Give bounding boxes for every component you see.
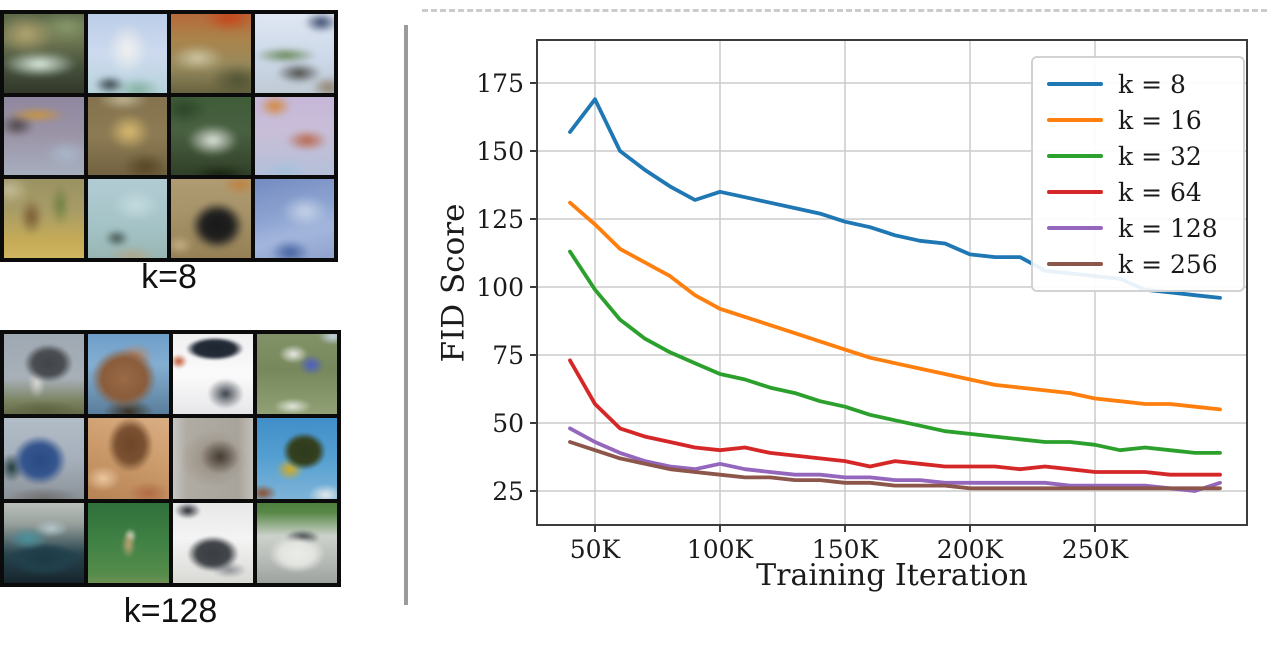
legend-line-swatch	[1047, 82, 1103, 86]
sample-image-cell	[88, 334, 169, 415]
sample-image-cell	[88, 418, 169, 499]
top-dashed-border	[422, 9, 1267, 12]
legend-entry: k = 256	[1033, 246, 1243, 282]
legend-line-swatch	[1047, 154, 1103, 158]
sample-image-cell	[4, 96, 84, 176]
sample-image-cell	[4, 14, 84, 93]
sample-image-cell	[172, 502, 253, 583]
sample-image	[171, 96, 251, 176]
sample-image	[87, 179, 167, 258]
sample-image	[4, 502, 85, 583]
grid-k8-caption: k=8	[141, 258, 197, 296]
y-tick-label: 125	[476, 205, 524, 234]
sample-image	[254, 96, 334, 176]
legend-label: k = 64	[1118, 177, 1202, 207]
sample-image	[172, 502, 253, 583]
sample-image-cell	[87, 14, 167, 93]
sample-image-cell	[4, 418, 85, 499]
legend-line-swatch	[1047, 190, 1103, 194]
sample-image-cell	[172, 418, 253, 499]
legend-entry: k = 32	[1033, 138, 1243, 174]
legend-label: k = 8	[1118, 69, 1186, 99]
sample-image-cell	[256, 334, 337, 415]
legend-label: k = 256	[1118, 249, 1218, 279]
sample-image	[88, 502, 169, 583]
y-tick-label: 50	[492, 409, 524, 438]
legend-label: k = 32	[1118, 141, 1202, 171]
sample-image	[87, 96, 167, 176]
sample-image-cell	[254, 179, 334, 258]
sample-image-cell	[171, 96, 251, 176]
sample-image-cell	[4, 179, 84, 258]
y-tick-label: 175	[476, 69, 524, 98]
legend-entry: k = 16	[1033, 102, 1243, 138]
chart-legend: k = 8 k = 16 k = 32 k = 64 k = 128 k = 256	[1031, 56, 1245, 292]
sample-image	[254, 179, 334, 258]
sample-image	[172, 418, 253, 499]
sample-image-cell	[171, 14, 251, 93]
sample-image-cell	[87, 96, 167, 176]
x-tick-label: 150K	[812, 535, 880, 564]
legend-entry: k = 64	[1033, 174, 1243, 210]
y-tick-label: 150	[476, 137, 524, 166]
sample-image-cell	[254, 14, 334, 93]
x-tick-label: 200K	[937, 535, 1005, 564]
sample-image-cell	[256, 418, 337, 499]
sample-image-cell	[88, 502, 169, 583]
series-line-k=16	[568, 200, 1222, 412]
series-line-k=32	[568, 249, 1222, 455]
sample-image	[4, 179, 84, 258]
sample-image	[88, 334, 169, 415]
grid-k128-caption: k=128	[123, 592, 218, 630]
sample-image	[256, 418, 337, 499]
sample-image	[4, 96, 84, 176]
sample-image-cell	[87, 179, 167, 258]
sample-image-cell	[172, 334, 253, 415]
sample-image-cell	[256, 502, 337, 583]
y-axis-label: FID Score	[430, 40, 476, 525]
sample-image	[87, 14, 167, 93]
sample-grid-k8	[0, 10, 338, 262]
sample-image	[4, 418, 85, 499]
y-tick-label: 100	[476, 273, 524, 302]
x-axis-label: Training Iteration	[756, 558, 1028, 593]
series-line-k=64	[568, 358, 1222, 477]
legend-label: k = 128	[1118, 213, 1218, 243]
y-tick-label: 75	[492, 341, 524, 370]
sample-image	[4, 14, 84, 93]
series-line-k=128	[568, 426, 1222, 493]
sample-image-cell	[4, 334, 85, 415]
sample-image	[256, 334, 337, 415]
sample-grid-k128	[0, 330, 341, 587]
vertical-divider	[404, 25, 408, 605]
sample-image	[88, 418, 169, 499]
sample-image	[4, 334, 85, 415]
legend-line-swatch	[1047, 262, 1103, 266]
sample-image	[171, 179, 251, 258]
x-tick-label: 100K	[687, 535, 755, 564]
legend-line-swatch	[1047, 226, 1103, 230]
sample-image	[171, 14, 251, 93]
y-axis-label-text: FID Score	[435, 203, 472, 362]
sample-image-cell	[4, 502, 85, 583]
sample-image	[256, 502, 337, 583]
y-tick-label: 25	[492, 477, 524, 506]
legend-line-swatch	[1047, 118, 1103, 122]
legend-entry: k = 8	[1033, 66, 1243, 102]
x-tick-label: 250K	[1062, 535, 1130, 564]
series-line-k=256	[568, 440, 1222, 491]
sample-image	[172, 334, 253, 415]
plot-frame	[536, 39, 1248, 526]
sample-image	[254, 14, 334, 93]
sample-image-cell	[254, 96, 334, 176]
legend-label: k = 16	[1118, 105, 1202, 135]
x-tick-label: 50K	[570, 535, 622, 564]
legend-entry: k = 128	[1033, 210, 1243, 246]
sample-image-cell	[171, 179, 251, 258]
